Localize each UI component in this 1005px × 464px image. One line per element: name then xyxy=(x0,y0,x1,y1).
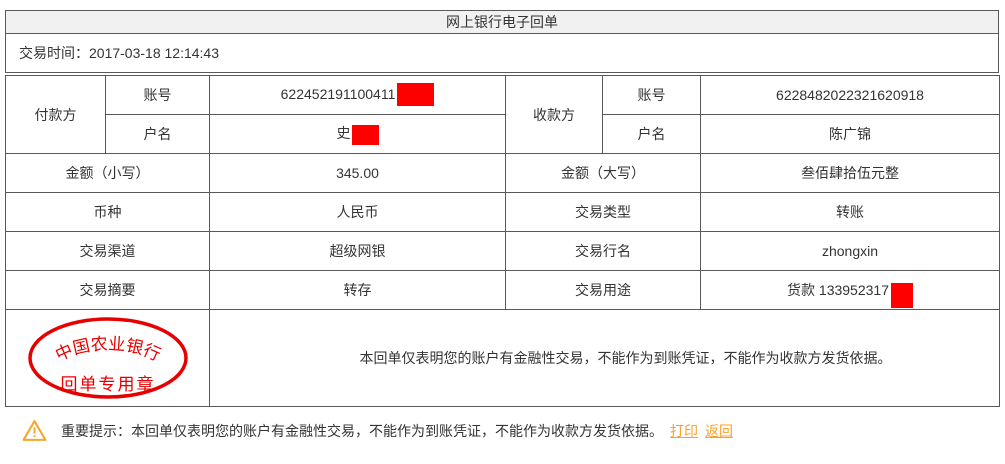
receipt-page: 网上银行电子回单 交易时间：2017-03-18 12:14:43 付款方 账号… xyxy=(5,10,1000,407)
table-row-account: 付款方 账号 622452191100411 收款方 账号 6228482022… xyxy=(5,75,1000,154)
transaction-time-value: 2017-03-18 12:14:43 xyxy=(89,45,219,61)
transaction-type-value: 转账 xyxy=(700,192,1000,232)
footer-text: 重要提示：本回单仅表明您的账户有金融性交易，不能作为到账凭证，不能作为收款方发货… xyxy=(61,421,663,441)
payer-name-text: 史 xyxy=(336,125,351,142)
bank-name-label: 交易行名 xyxy=(505,231,701,271)
stamp-arc-text: 中国农业银行 xyxy=(52,334,163,364)
table-row-summary: 交易摘要 转存 交易用途 货款 133952317 xyxy=(5,270,1000,310)
transaction-type-label: 交易类型 xyxy=(505,192,701,232)
disclaimer-note: 本回单仅表明您的账户有金融性交易，不能作为到账凭证，不能作为收款方发货依据。 xyxy=(209,309,1000,407)
currency-value: 人民币 xyxy=(209,192,506,232)
receipt-table: 付款方 账号 622452191100411 收款方 账号 6228482022… xyxy=(5,75,1000,407)
payee-account-label: 账号 xyxy=(602,75,701,115)
payer-account-number: 622452191100411 xyxy=(280,85,396,102)
amount-numeric-label: 金额（小写） xyxy=(5,153,210,193)
summary-value: 转存 xyxy=(209,270,506,310)
payee-name-label: 户名 xyxy=(602,114,701,154)
page-title: 网上银行电子回单 xyxy=(5,10,999,34)
table-row-currency: 币种 人民币 交易类型 转账 xyxy=(5,192,1000,232)
table-row-amount: 金额（小写） 345.00 金额（大写） 叁佰肆拾伍元整 xyxy=(5,153,1000,193)
table-row-name: 户名 史 户名 陈广锦 xyxy=(6,114,1000,154)
redaction-block xyxy=(397,82,435,106)
payee-section-label: 收款方 xyxy=(505,75,603,154)
footer-notice-body: 本回单仅表明您的账户有金融性交易，不能作为到账凭证，不能作为收款方发货依据。 xyxy=(131,422,663,439)
svg-text:中国农业银行: 中国农业银行 xyxy=(52,334,163,364)
payee-name-value: 陈广锦 xyxy=(700,114,1000,154)
warning-triangle-icon xyxy=(22,420,47,441)
print-link[interactable]: 打印 xyxy=(670,422,698,439)
bank-seal-icon: 中国农业银行 回单专用章 xyxy=(27,317,188,399)
amount-words-label: 金额（大写） xyxy=(505,153,701,193)
transaction-time-label: 交易时间： xyxy=(19,45,89,61)
summary-label: 交易摘要 xyxy=(5,270,210,310)
purpose-value: 货款 133952317 xyxy=(700,270,1000,310)
payer-section-label: 付款方 xyxy=(5,75,106,154)
table-row-channel: 交易渠道 超级网银 交易行名 zhongxin xyxy=(5,231,1000,271)
footer-notice: 重要提示：本回单仅表明您的账户有金融性交易，不能作为到账凭证，不能作为收款方发货… xyxy=(22,419,1005,442)
payer-account-label: 账号 xyxy=(105,75,210,115)
payee-account-value: 6228482022321620918 xyxy=(700,75,1000,115)
stamp-bottom-text: 回单专用章 xyxy=(60,375,155,394)
purpose-text: 货款 133952317 xyxy=(787,282,889,298)
redaction-block xyxy=(890,282,913,308)
table-row-stamp: 中国农业银行 回单专用章 本回单仅表明您的账户有金融性交易，不能作为到账凭证，不… xyxy=(5,309,1000,407)
purpose-label: 交易用途 xyxy=(505,270,701,310)
payer-name-label: 户名 xyxy=(105,114,210,154)
bank-name-value: zhongxin xyxy=(700,231,1000,271)
amount-words-value: 叁佰肆拾伍元整 xyxy=(700,153,1000,193)
stamp-cell: 中国农业银行 回单专用章 xyxy=(5,309,210,407)
channel-value: 超级网银 xyxy=(209,231,506,271)
channel-label: 交易渠道 xyxy=(5,231,210,271)
back-link[interactable]: 返回 xyxy=(705,422,733,439)
transaction-time-row: 交易时间：2017-03-18 12:14:43 xyxy=(5,34,999,73)
amount-numeric-value: 345.00 xyxy=(209,153,506,193)
footer-notice-label: 重要提示： xyxy=(61,422,131,439)
redaction-block xyxy=(351,124,379,145)
payer-account-value: 622452191100411 xyxy=(209,75,506,115)
payer-name-value: 史 xyxy=(209,114,506,154)
currency-label: 币种 xyxy=(5,192,210,232)
